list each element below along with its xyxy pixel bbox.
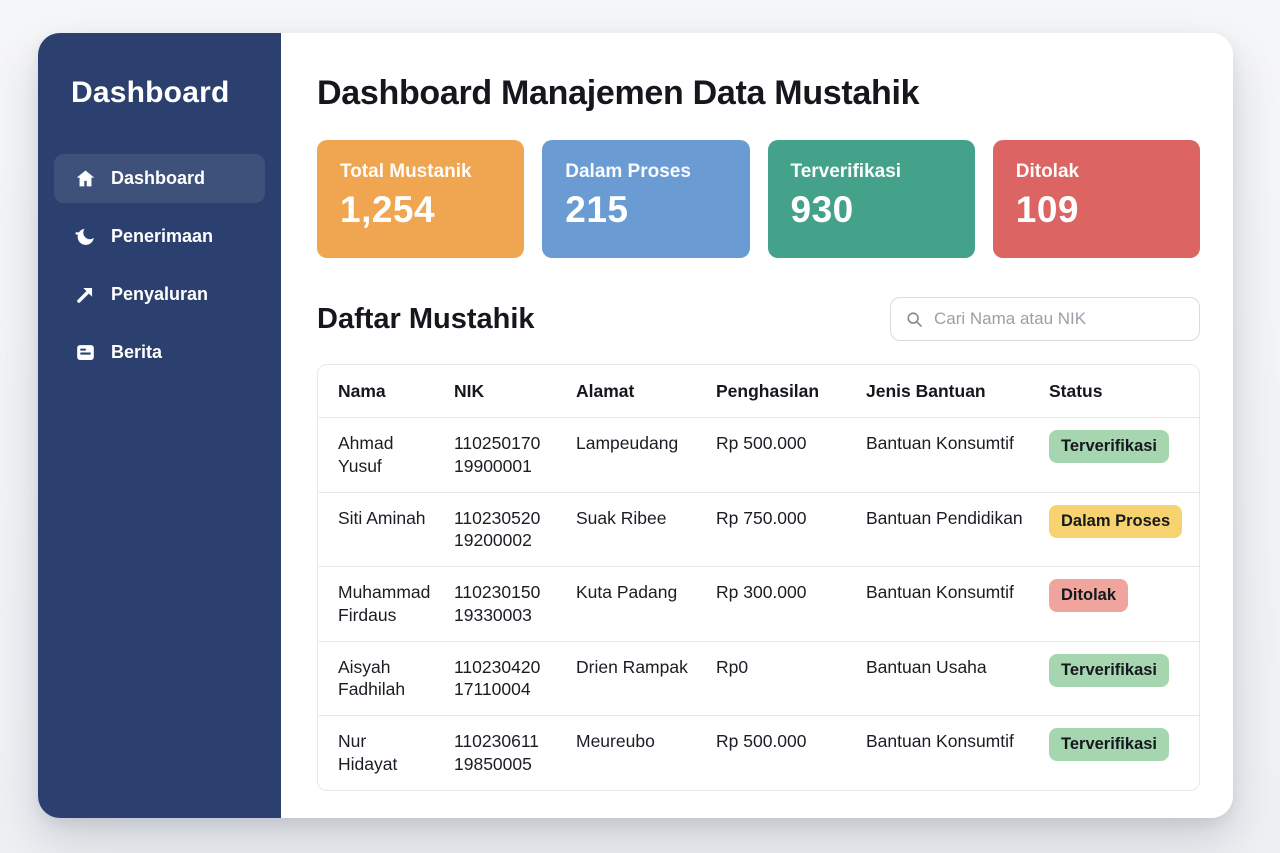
sidebar-title: Dashboard [71, 76, 230, 109]
status-badge: Dalam Proses [1049, 504, 1183, 538]
sidebar-item-label: Dashboard [111, 168, 206, 188]
sidebar-item-berita[interactable]: Berita [54, 328, 265, 377]
cell-alamat: Lampeudang [568, 417, 708, 492]
section-title: Daftar Mustahik [317, 302, 535, 335]
table-row[interactable]: Aisyah Fadhilah 110230420 17110004 Drien… [318, 640, 1199, 716]
stat-card-label: Terverifikasi [790, 161, 902, 182]
stat-card-label: Total Mustanik [340, 161, 472, 182]
send-icon [75, 284, 96, 305]
cell-alamat: Meureubo [568, 715, 708, 790]
cell-status: Terverifikasi [1041, 715, 1199, 790]
cell-alamat: Suak Ribee [568, 491, 708, 567]
cell-jenis-bantuan: Bantuan Pendidikan [858, 491, 1041, 567]
page-title: Dashboard Manajemen Data Mustahik [317, 74, 920, 112]
table-row[interactable]: Muhammad Firdaus 110230150 19330003 Kuta… [318, 566, 1199, 641]
cell-penghasilan: Rp 750.000 [708, 491, 858, 567]
sidebar-item-label: Penyaluran [111, 284, 209, 304]
cell-jenis-bantuan: Bantuan Konsumtif [858, 566, 1041, 641]
table-row[interactable]: Ahmad Yusuf 110250170 19900001 Lampeudan… [318, 417, 1199, 492]
stat-card-value: 1,254 [340, 189, 436, 230]
cell-alamat: Drien Rampak [568, 640, 708, 716]
column-header-jenis-bantuan: Jenis Bantuan [866, 381, 986, 401]
table-header-row: Nama NIK Alamat Penghasilan Jenis Bantua… [318, 365, 1199, 418]
stat-cards: Total Mustanik 1,254 Dalam Proses 215 Te… [317, 140, 1200, 258]
cell-nama: Siti Aminah [318, 491, 446, 567]
cell-nik: 110230611 19850005 [446, 715, 568, 790]
main-content: Dashboard Manajemen Data Mustahik Total … [281, 33, 1233, 818]
cell-jenis-bantuan: Bantuan Konsumtif [858, 715, 1041, 790]
cell-nik: 110230520 19200002 [446, 491, 568, 567]
mustahik-table: Nama NIK Alamat Penghasilan Jenis Bantua… [317, 364, 1200, 791]
cell-penghasilan: Rp 500.000 [708, 417, 858, 492]
sidebar-item-penerimaan[interactable]: Penerimaan [54, 212, 265, 261]
sidebar-item-label: Penerimaan [111, 226, 214, 246]
status-badge: Terverifikasi [1049, 653, 1170, 687]
cell-nama: Aisyah Fadhilah [318, 640, 446, 716]
sidebar-nav: Dashboard Penerimaan Penyaluran Berita [38, 154, 281, 377]
home-icon [75, 168, 96, 189]
cell-penghasilan: Rp0 [708, 640, 858, 716]
table-row[interactable]: Siti Aminah 110230520 19200002 Suak Ribe… [318, 491, 1199, 567]
stat-card-dalam-proses: Dalam Proses 215 [542, 140, 750, 258]
status-badge: Terverifikasi [1049, 430, 1170, 464]
cell-penghasilan: Rp 300.000 [708, 566, 858, 641]
receive-icon [75, 226, 96, 247]
cell-status: Ditolak [1041, 566, 1199, 641]
column-header-nama: Nama [338, 381, 386, 401]
stat-card-label: Ditolak [1015, 161, 1080, 182]
table-row[interactable]: Nur Hidayat 110230611 19850005 Meureubo … [318, 715, 1199, 790]
column-header-status: Status [1049, 381, 1103, 401]
news-icon [75, 342, 96, 363]
app-window: Dashboard Dashboard Penerimaan Penyalura… [38, 33, 1233, 818]
stat-card-total-mustanik: Total Mustanik 1,254 [317, 140, 525, 258]
cell-jenis-bantuan: Bantuan Usaha [858, 640, 1041, 716]
column-header-penghasilan: Penghasilan [716, 381, 820, 401]
stat-card-value: 930 [790, 189, 854, 230]
stat-card-label: Dalam Proses [565, 161, 691, 182]
cell-jenis-bantuan: Bantuan Konsumtif [858, 417, 1041, 492]
cell-nik: 110250170 19900001 [446, 417, 568, 492]
cell-nik: 110230150 19330003 [446, 566, 568, 641]
cell-nik: 110230420 17110004 [446, 640, 568, 716]
status-badge: Ditolak [1049, 579, 1129, 613]
column-header-nik: NIK [454, 381, 485, 401]
cell-status: Dalam Proses [1041, 491, 1199, 567]
list-header: Daftar Mustahik [317, 297, 1200, 341]
status-badge: Terverifikasi [1049, 728, 1170, 762]
search-icon [905, 310, 924, 329]
cell-status: Terverifikasi [1041, 640, 1199, 716]
search-input[interactable] [934, 309, 1185, 329]
sidebar-item-dashboard[interactable]: Dashboard [54, 154, 265, 203]
search-box[interactable] [890, 297, 1200, 341]
cell-penghasilan: Rp 500.000 [708, 715, 858, 790]
stat-card-terverifikasi: Terverifikasi 930 [767, 140, 975, 258]
stat-card-value: 215 [565, 189, 629, 230]
cell-nama: Ahmad Yusuf [318, 417, 446, 492]
cell-alamat: Kuta Padang [568, 566, 708, 641]
column-header-alamat: Alamat [576, 381, 635, 401]
stat-card-ditolak: Ditolak 109 [992, 140, 1200, 258]
stat-card-value: 109 [1015, 189, 1079, 230]
cell-nama: Nur Hidayat [318, 715, 446, 790]
sidebar: Dashboard Dashboard Penerimaan Penyalura… [38, 33, 281, 818]
cell-nama: Muhammad Firdaus [318, 566, 446, 641]
sidebar-item-label: Berita [111, 342, 163, 362]
cell-status: Terverifikasi [1041, 417, 1199, 492]
sidebar-item-penyaluran[interactable]: Penyaluran [54, 270, 265, 319]
